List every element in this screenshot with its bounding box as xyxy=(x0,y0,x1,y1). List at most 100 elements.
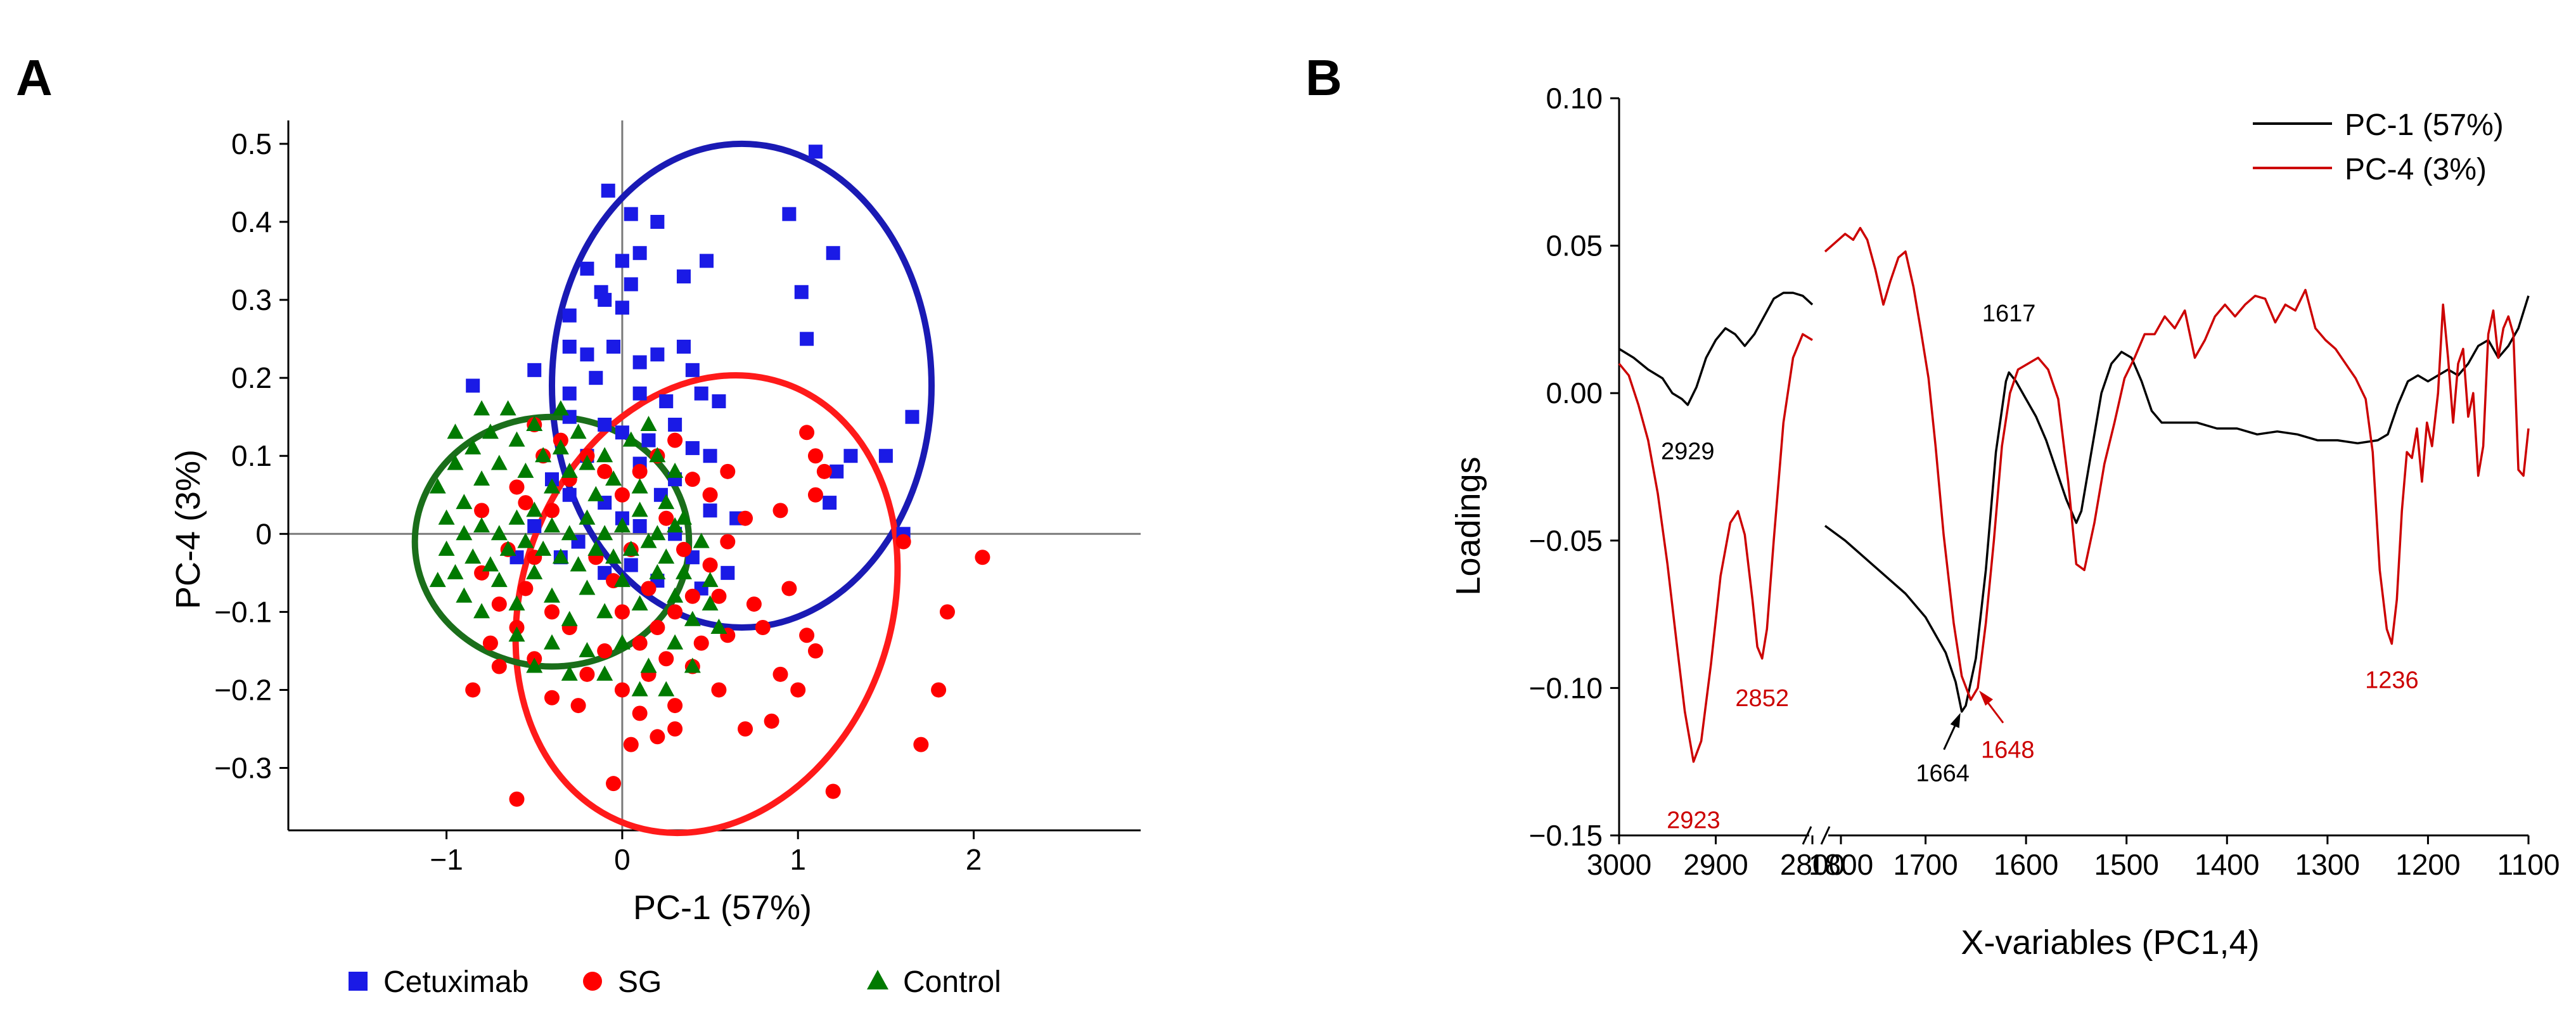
sg-point xyxy=(755,620,771,635)
y-tick-label: −0.1 xyxy=(214,595,272,628)
control-point xyxy=(456,525,473,541)
y-tick-label: 0.05 xyxy=(1546,229,1603,262)
control-point xyxy=(684,657,701,673)
control-point xyxy=(447,423,464,439)
sg-point xyxy=(544,503,560,518)
panel-a-x-axis-label: PC-1 (57%) xyxy=(633,889,812,927)
sg-point xyxy=(632,463,648,479)
sg-point xyxy=(650,729,665,745)
cetuximab-point xyxy=(712,394,726,409)
control-point xyxy=(702,572,719,588)
control-point xyxy=(552,439,569,454)
control-point xyxy=(456,494,473,510)
cetuximab-point xyxy=(685,441,700,455)
panel-b-lines xyxy=(1618,226,2530,763)
sg-point xyxy=(895,534,911,550)
peak-label-1648: 1648 xyxy=(1981,737,2035,763)
sg-point xyxy=(482,635,498,651)
sg-legend-label: SG xyxy=(618,965,662,999)
control-point xyxy=(579,454,596,470)
sg-point xyxy=(772,666,788,682)
control-point xyxy=(526,657,543,673)
panel-b-annotations: 2929 1617 1664 2923 2852 1648 1236 xyxy=(1661,300,2419,834)
sg-ellipse xyxy=(512,372,901,837)
y-tick-label: −0.10 xyxy=(1529,671,1603,704)
cetuximab-point xyxy=(905,409,920,424)
y-tick-label: −0.05 xyxy=(1529,524,1603,557)
sg-point xyxy=(491,659,507,674)
control-point xyxy=(693,532,710,548)
sg-point xyxy=(816,463,832,479)
control-point xyxy=(658,681,675,697)
y-tick-label: 0.1 xyxy=(231,439,272,472)
control-point xyxy=(508,509,525,525)
cetuximab-point xyxy=(650,347,665,362)
cetuximab-point xyxy=(800,332,814,346)
cetuximab-point xyxy=(580,347,594,362)
sg-point xyxy=(667,432,683,448)
sg-point xyxy=(650,620,665,635)
control-point xyxy=(570,423,587,439)
y-tick-label: −0.2 xyxy=(214,673,272,706)
panel-a-zero-lines xyxy=(288,120,1141,830)
control-point xyxy=(543,517,560,532)
cetuximab-point xyxy=(685,363,700,377)
panel-b-y-axis-label: Loadings xyxy=(1449,456,1487,595)
control-point xyxy=(596,447,613,463)
control-point xyxy=(517,462,534,478)
cetuximab-point xyxy=(694,386,708,401)
pc4-legend-label: PC-4 (3%) xyxy=(2345,153,2487,186)
x-tick-label: 1300 xyxy=(2295,848,2360,881)
y-tick-label: 0.00 xyxy=(1546,377,1603,409)
control-point xyxy=(543,478,560,494)
sg-point xyxy=(807,487,823,503)
control-point xyxy=(517,532,534,548)
y-tick-label: 0 xyxy=(255,517,272,550)
cetuximab-point xyxy=(721,565,735,580)
control-point xyxy=(543,634,560,650)
control-point xyxy=(622,540,639,556)
control-point xyxy=(482,423,499,439)
x-tick-label: 1200 xyxy=(2395,848,2460,881)
control-point xyxy=(579,509,596,525)
control-point xyxy=(587,486,605,501)
control-point xyxy=(535,540,552,556)
control-point xyxy=(429,572,446,588)
sg-point xyxy=(544,690,560,705)
sg-point xyxy=(720,463,736,479)
control-point xyxy=(658,548,675,564)
cetuximab-point xyxy=(606,339,621,354)
x-tick-label: 1100 xyxy=(2497,848,2560,881)
sg-point xyxy=(684,472,700,487)
sg-point xyxy=(570,698,586,714)
arrow-1648-head xyxy=(1979,690,1994,706)
sg-point xyxy=(614,487,630,503)
sg-point xyxy=(597,643,613,659)
control-point xyxy=(605,548,622,564)
panel-a-legend: Cetuximab SG Control xyxy=(349,965,1001,999)
sg-point xyxy=(702,487,718,503)
control-point xyxy=(613,634,631,650)
sg-point xyxy=(738,510,753,526)
cetuximab-point xyxy=(624,558,638,572)
sg-point xyxy=(746,596,762,612)
control-point xyxy=(596,603,613,619)
sg-point xyxy=(474,503,490,518)
sg-point xyxy=(781,581,797,596)
arrow-1664-head xyxy=(1950,712,1961,728)
axis-break-mark xyxy=(1802,826,1812,845)
sg-point xyxy=(807,643,823,659)
sg-point xyxy=(931,682,947,698)
sg-point xyxy=(799,425,815,441)
x-tick-label: 1800 xyxy=(1809,848,1873,881)
sg-point xyxy=(509,479,525,495)
cetuximab-point xyxy=(843,449,858,463)
cetuximab-point xyxy=(676,269,691,284)
x-tick-label: 1500 xyxy=(2094,848,2159,881)
control-point xyxy=(429,478,446,494)
peak-label-1664: 1664 xyxy=(1916,761,1970,787)
control-point xyxy=(675,563,692,579)
sg-point xyxy=(711,588,727,604)
sg-point xyxy=(799,628,815,643)
